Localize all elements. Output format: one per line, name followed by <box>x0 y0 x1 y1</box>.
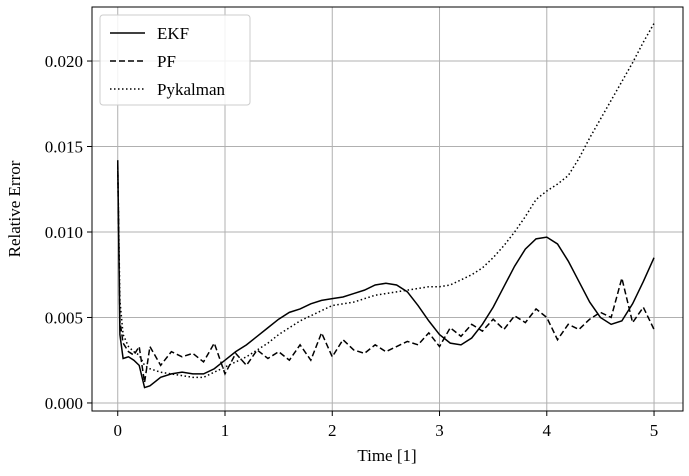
x-tick-label: 4 <box>543 421 552 440</box>
legend-box <box>99 14 251 106</box>
series-line <box>116 163 655 383</box>
x-tick-label: 2 <box>328 421 337 440</box>
x-tick-label: 3 <box>435 421 444 440</box>
legend-label: PF <box>157 52 176 71</box>
y-axis-label: Relative Error <box>5 160 24 257</box>
legend-label: EKF <box>157 24 189 43</box>
x-tick-label: 5 <box>650 421 659 440</box>
plot-frame <box>91 6 684 412</box>
y-tick-label: 0.015 <box>45 138 83 157</box>
legend-label: Pykalman <box>157 80 225 99</box>
series-line <box>116 160 655 389</box>
y-tick-label: 0.005 <box>45 308 83 327</box>
x-tick-label: 1 <box>221 421 230 440</box>
y-tick-label: 0.020 <box>45 52 83 71</box>
series-line <box>116 23 655 379</box>
x-axis-label: Time [1] <box>357 446 416 465</box>
x-tick-label: 0 <box>113 421 122 440</box>
y-tick-label: 0.000 <box>45 394 83 413</box>
y-tick-label: 0.010 <box>45 223 83 242</box>
